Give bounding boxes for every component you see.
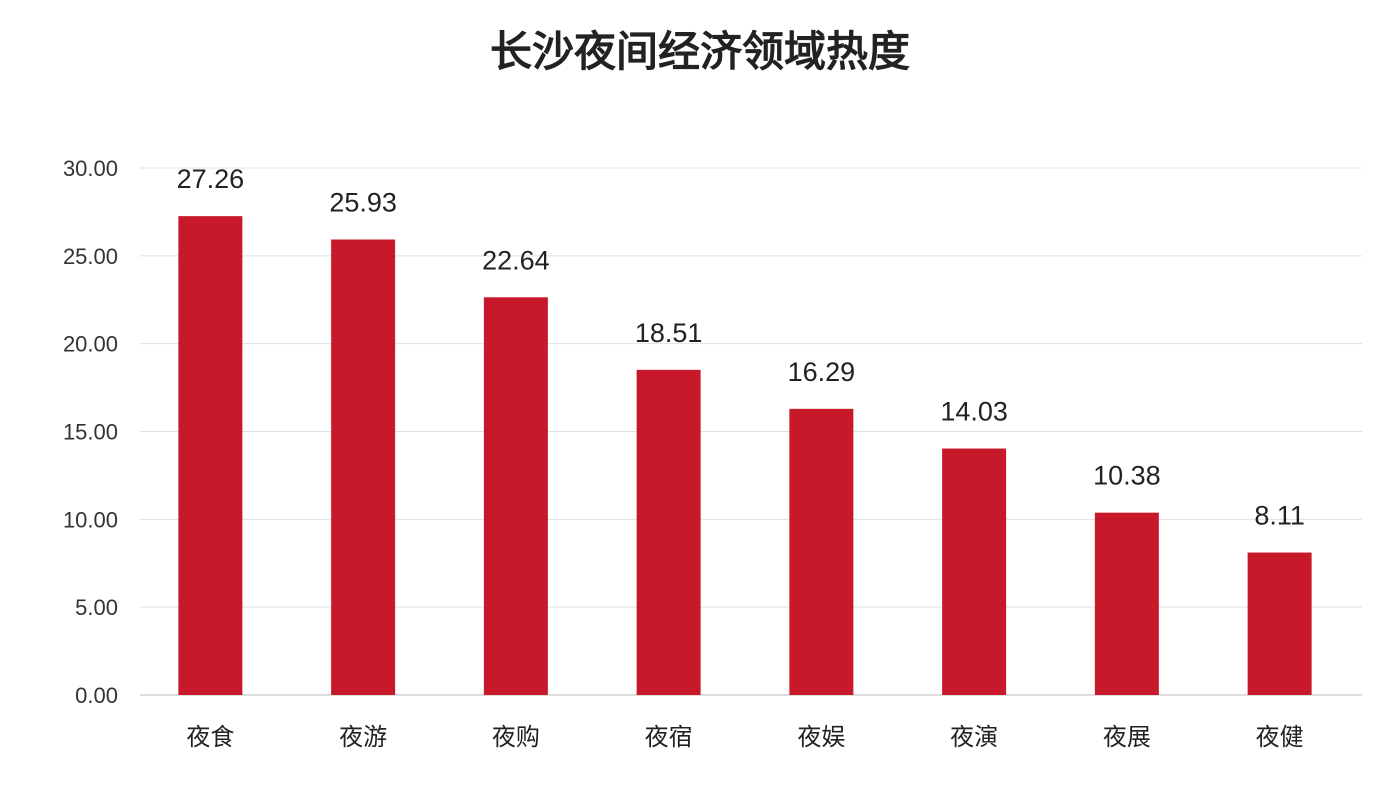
bar <box>1094 512 1159 695</box>
data-label: 27.26 <box>177 164 245 194</box>
y-tick-label: 0.00 <box>75 683 118 708</box>
x-tick-label: 夜健 <box>1256 723 1304 751</box>
y-tick-label: 10.00 <box>63 507 118 532</box>
data-label: 8.11 <box>1254 501 1305 531</box>
x-tick-label: 夜食 <box>186 723 234 751</box>
x-tick-label: 夜购 <box>492 723 540 751</box>
x-tick-label: 夜展 <box>1103 723 1151 751</box>
data-label: 25.93 <box>329 187 397 217</box>
chart-title: 长沙夜间经济领域热度 <box>490 27 910 76</box>
data-label: 10.38 <box>1093 461 1161 491</box>
data-label: 22.64 <box>482 245 550 275</box>
data-label: 18.51 <box>635 318 703 348</box>
y-tick-label: 5.00 <box>75 595 118 620</box>
bar <box>483 297 548 695</box>
y-tick-label: 15.00 <box>63 420 118 445</box>
x-tick-label: 夜宿 <box>645 723 693 751</box>
bar <box>1247 552 1312 695</box>
data-label: 14.03 <box>940 397 1008 427</box>
data-label: 16.29 <box>788 357 856 387</box>
bar <box>942 448 1007 695</box>
x-tick-label: 夜游 <box>339 723 387 751</box>
bar <box>789 408 854 695</box>
x-tick-label: 夜演 <box>950 723 998 751</box>
y-tick-label: 25.00 <box>63 244 118 269</box>
x-tick-label: 夜娱 <box>797 723 845 751</box>
bar <box>331 239 396 695</box>
bar <box>636 369 701 695</box>
y-tick-label: 30.00 <box>63 156 118 181</box>
bar <box>178 216 243 695</box>
y-tick-label: 20.00 <box>63 332 118 357</box>
